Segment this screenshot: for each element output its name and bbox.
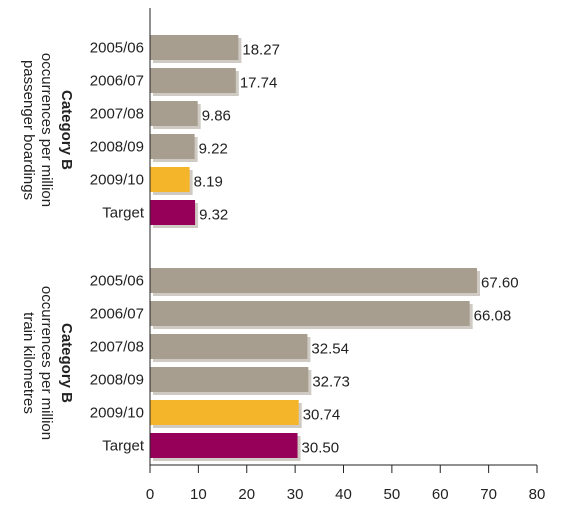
bar [150, 167, 190, 192]
x-tick-label: 10 [190, 486, 207, 503]
category-label: 2009/10 [90, 172, 144, 189]
group-label-line: passenger boardings [20, 60, 37, 200]
value-label: 66.08 [474, 308, 512, 325]
bar [150, 367, 309, 392]
bar [150, 334, 308, 359]
x-tick-label: 80 [529, 486, 546, 503]
x-tick-label: 70 [480, 486, 497, 503]
x-tick-label: 50 [384, 486, 401, 503]
value-label: 9.32 [199, 207, 228, 224]
value-label: 9.22 [199, 141, 228, 158]
bar [150, 268, 478, 293]
bar [150, 433, 298, 458]
bar [150, 101, 198, 126]
x-tick-label: 0 [146, 486, 154, 503]
group-label-line: Category B [58, 323, 75, 403]
category-label: 2005/06 [90, 273, 144, 290]
value-label: 18.27 [242, 42, 280, 59]
value-label: 30.50 [302, 440, 340, 457]
category-label: 2006/07 [90, 306, 144, 323]
x-tick-label: 60 [432, 486, 449, 503]
category-label: Target [102, 205, 145, 222]
value-label: 32.54 [311, 341, 349, 358]
group-label-line: occurrences per million [38, 286, 55, 440]
category-label: 2008/09 [90, 139, 144, 156]
category-label: Target [102, 438, 145, 455]
x-tick-label: 30 [287, 486, 304, 503]
x-tick-label: 20 [238, 486, 255, 503]
value-label: 67.60 [481, 275, 519, 292]
category-label: 2007/08 [90, 339, 144, 356]
value-label: 9.86 [202, 108, 231, 125]
category-label: 2006/07 [90, 73, 144, 90]
group-label-line: train kilometres [20, 312, 37, 414]
category-label: 2008/09 [90, 372, 144, 389]
value-label: 8.19 [194, 174, 223, 191]
bar [150, 68, 236, 93]
category-label: 2005/06 [90, 40, 144, 57]
value-label: 30.74 [303, 407, 341, 424]
bar [150, 301, 470, 326]
category-label: 2007/08 [90, 106, 144, 123]
bar [150, 400, 299, 425]
group-label-line: occurrences per million [38, 53, 55, 207]
bar [150, 35, 239, 60]
value-label: 32.73 [312, 374, 350, 391]
value-label: 17.74 [240, 75, 278, 92]
category-label: 2009/10 [90, 405, 144, 422]
bar [150, 200, 196, 225]
bar [150, 134, 195, 159]
group-label-line: Category B [58, 90, 75, 170]
x-tick-label: 40 [335, 486, 352, 503]
